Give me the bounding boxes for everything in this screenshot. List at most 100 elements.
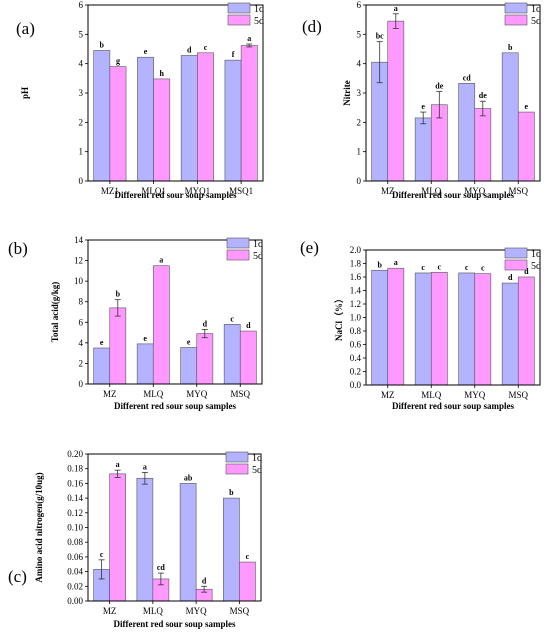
significance-letter: e [421,102,425,111]
legend-label: 5d [254,16,264,27]
y-tick-label: 0.6 [350,340,362,350]
significance-letter: d [187,45,192,54]
panel-label: (a) [16,19,35,38]
panel-label: (c) [8,567,27,586]
y-tick-label: 1 [79,147,84,157]
legend-label: 5d [253,251,263,262]
x-tick-label: MYQ1 [185,186,211,196]
bar-1d-MZ1 [93,50,111,182]
panel-label: (d) [302,17,322,36]
y-tick-label: 1.0 [350,313,362,323]
panel-label: (e) [300,238,319,257]
y-tick-label: 1.4 [350,286,362,296]
panel-label: (b) [8,239,28,258]
y-tick-label: 0 [79,176,84,186]
bar-1d-MYQ [458,83,476,182]
y-tick-label: 0.08 [67,537,83,547]
y-tick-label: 0.14 [67,493,83,503]
y-tick-label: 0.06 [67,552,83,562]
significance-letter: f [232,50,235,59]
x-tick-label: MSQ1 [229,186,253,196]
y-axis-label: Amino acid nitrogen(g/10ug) [34,472,44,582]
significance-letter: c [438,262,442,271]
y-tick-label: 2 [357,117,362,127]
bar-1d-MZ [93,347,111,385]
y-tick-label: 2.0 [350,245,362,255]
bar-5d-MSQ [517,111,535,182]
bar-1d-MLQ1 [137,56,154,182]
significance-letter: d [246,321,251,330]
x-tick-label: MZ [103,606,117,616]
significance-letter: bc [376,32,384,41]
y-tick-label: 1.2 [350,299,361,309]
y-tick-label: 14 [74,235,84,245]
significance-letter: d [508,273,513,282]
x-axis-label: Different red sour soup samples [113,619,236,629]
bar-1d-MLQ [414,272,432,386]
y-tick-label: 0.18 [67,464,83,474]
bar-1d-MLQ [414,117,432,182]
y-tick-label: 0.04 [67,567,83,577]
legend-swatch [225,451,249,463]
y-tick-label: 5 [79,29,84,39]
legend-label: 5d [531,261,541,272]
significance-letter: c [481,264,485,273]
y-tick-label: 0.00 [67,596,83,606]
y-tick-label: 0.8 [350,326,362,336]
x-tick-label: MZ [103,389,117,399]
legend-label: 1d [254,4,264,15]
legend-swatch [227,2,251,14]
y-tick-label: 3 [357,88,362,98]
significance-letter: c [246,552,250,561]
significance-letter: ab [184,473,193,482]
significance-letter: a [143,462,147,471]
y-tick-label: 4 [79,338,84,348]
legend-swatch [225,463,249,475]
significance-letter: b [116,290,121,299]
x-tick-label: MLQ [421,186,442,196]
significance-letter: h [159,69,164,78]
x-tick-label: MSQ [508,186,528,196]
y-tick-label: 6 [79,0,84,10]
x-tick-label: MLQ [143,389,164,399]
significance-letter: b [100,40,105,49]
x-axis-label: Different red sour soup samples [114,401,237,411]
bar-1d-MLQ [136,477,154,602]
significance-letter: de [479,91,487,100]
bar-5d-MYQ [196,333,214,385]
y-tick-label: 3 [79,88,84,98]
significance-letter: a [247,34,251,43]
legend-label: 1d [252,453,262,464]
chart-panel-b: (b) e e e c b a d d 0 2 4 6 8 10 12 14 MZ MLQ MYQ MSQ Differe… [8,235,263,411]
bar-1d-MLQ [136,343,154,385]
bar-5d-MZ [387,20,405,182]
y-tick-label: 0.16 [67,478,83,488]
x-tick-label: MZ [381,390,395,400]
y-tick-label: 0.2 [350,367,361,377]
bar-1d-MSQ [223,324,241,385]
y-axis-label: Total acid(g/kg) [50,282,60,342]
significance-letter: e [187,337,191,346]
y-tick-label: 0.0 [350,380,362,390]
significance-letter: c [204,43,208,52]
significance-letter: d [203,319,208,328]
significance-letter: e [143,334,147,343]
significance-letter: c [465,263,469,272]
x-tick-label: MLQ1 [141,186,166,196]
bar-5d-MYQ1 [197,52,214,182]
bar-1d-MYQ1 [180,55,198,182]
x-axis-label: Different red sour soup samples [392,190,515,200]
bar-1d-MZ [371,269,389,386]
chart-panel-e: (e) b c c d a c c d 0.0 0.2 0.4 0.6 0.8 1.0 1.2 1.4 1.6 1.… [300,238,541,411]
y-tick-label: 6 [357,0,362,10]
bar-5d-MYQ [474,108,492,182]
significance-letter: d [524,267,529,276]
bar-1d-MYQ [179,483,197,602]
chart-panel-a: (a) b e d f g h c a 0 1 2 3 4 5 6 MZ1 MLQ1 MYQ1 MSQ1Differe… [16,0,264,200]
bar-5d-MSQ [239,330,257,385]
y-tick-label: 0.02 [67,581,83,591]
chart-panel-d: (d) bc e cd b a de de e 0 1 2 3 4 5 6 MZ MLQ MYQ MSQDiffere… [302,0,541,200]
significance-letter: a [159,256,163,265]
x-tick-label: MYQ [464,186,486,196]
